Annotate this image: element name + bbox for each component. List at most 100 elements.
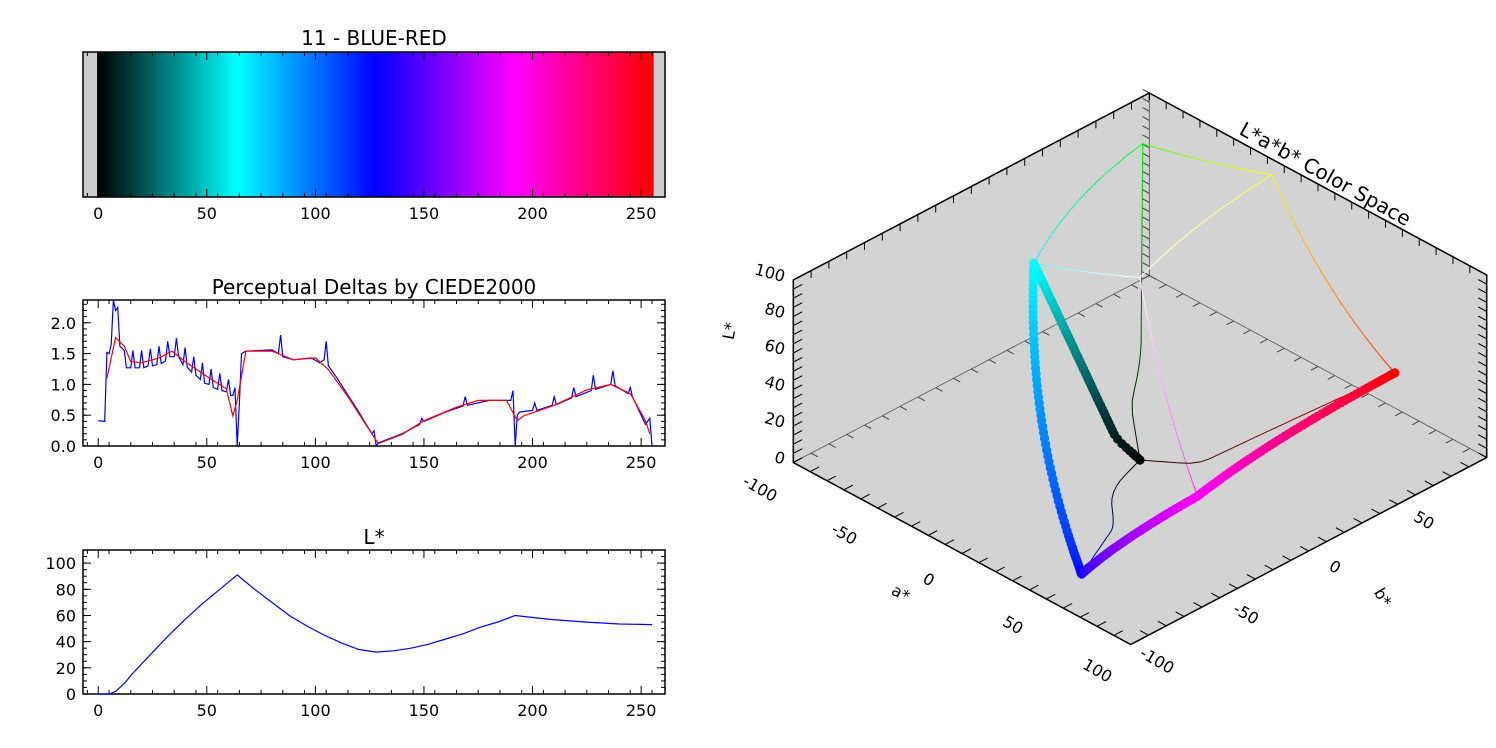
- colorbar-cell: [522, 52, 526, 197]
- L-tick-label: 60: [763, 335, 788, 359]
- gamut-edge-segment: [1094, 552, 1097, 555]
- colorbar-cell: [474, 52, 478, 197]
- colorbar-cell: [420, 52, 424, 197]
- gamut-edge-segment: [1171, 151, 1175, 154]
- gamut-edge-segment: [1181, 235, 1187, 240]
- lstar-ytick-label: 80: [56, 580, 76, 599]
- colorbar-cell: [140, 52, 144, 197]
- gamut-edge-segment: [1287, 209, 1292, 217]
- colorbar-cell: [259, 52, 263, 197]
- colorbar-cell: [216, 52, 220, 197]
- L-axis-tick: [793, 393, 803, 400]
- colorbar-xtick-label: 50: [197, 204, 217, 223]
- L-axis-tick: [1478, 452, 1487, 458]
- colorbar-cell: [144, 52, 148, 197]
- gamut-edge-segment: [1099, 545, 1102, 548]
- gamut-edge-segment: [1268, 427, 1276, 432]
- gamut-edge-segment: [1283, 202, 1288, 210]
- b-axis-tick: [1460, 461, 1470, 468]
- b-axis-tick: [1282, 555, 1292, 561]
- deltas-xtick-label: 100: [300, 453, 331, 472]
- L-axis-tick: [1478, 443, 1487, 449]
- gamut-edge-segment: [1280, 195, 1285, 203]
- colorbar-cell: [611, 52, 615, 197]
- colorbar-cell: [114, 52, 118, 197]
- colorbar-cell: [537, 52, 541, 197]
- deltas-xtick-label: 0: [93, 453, 103, 472]
- back-a-tick: [1260, 338, 1268, 344]
- gamut-edge-segment: [1103, 171, 1109, 176]
- L-axis-tick: [793, 357, 803, 363]
- colorbar-cell: [544, 52, 548, 197]
- gamut-edge-segment: [1168, 461, 1180, 464]
- a-axis-tick: [1046, 593, 1056, 600]
- gamut-edge-segment: [1339, 301, 1345, 309]
- gamut-edge-segment: [1096, 177, 1102, 182]
- colorbar-cell: [270, 52, 274, 197]
- gamut-edge-segment: [1320, 270, 1325, 278]
- colorbar-cell: [511, 52, 515, 197]
- gamut-edge-segment: [1214, 209, 1220, 214]
- colorbar-cell: [377, 52, 381, 197]
- gamut-edge-segment: [1301, 236, 1306, 244]
- b-axis-tick: [1246, 574, 1256, 580]
- colorbar-cell: [194, 52, 198, 197]
- colorbar-xtick-label: 0: [93, 204, 103, 223]
- gamut-edge-segment: [1181, 450, 1185, 457]
- colorbar-cell: [283, 52, 287, 197]
- colorbar-cell: [320, 52, 324, 197]
- colorbar-cell: [351, 52, 354, 197]
- gamut-edge-segment: [1323, 276, 1329, 284]
- colorbar-cell: [468, 52, 472, 197]
- L-axis-tick: [1478, 425, 1487, 431]
- a-axis-tick: [1062, 602, 1073, 609]
- b-axis-tick: [1139, 630, 1149, 636]
- gamut-edge-segment: [1082, 191, 1088, 196]
- colorbar-cell: [123, 52, 126, 197]
- colorbar-cell: [464, 52, 467, 197]
- colorbar-cell: [329, 52, 333, 197]
- colorbar-cell: [246, 52, 250, 197]
- colorbar-cell: [138, 52, 142, 197]
- b-axis-tick: [1300, 546, 1309, 552]
- colorbar-cell: [105, 52, 109, 197]
- gamut-edge-segment: [1079, 195, 1084, 200]
- a-axis-tick: [911, 521, 921, 527]
- colorbar-cell: [268, 52, 272, 197]
- colorbar-cell: [201, 52, 205, 197]
- gamut-edge-segment: [1201, 159, 1207, 162]
- deltas-frame: [82, 299, 666, 447]
- colorbar-cell: [418, 52, 422, 197]
- colorbar-cell: [403, 52, 407, 197]
- gamut-edge-segment: [1128, 151, 1133, 155]
- colorbar-cell: [335, 52, 339, 197]
- gamut-edge-segment: [1045, 238, 1050, 243]
- colorbar-cell: [509, 52, 513, 197]
- back-L-tick: [1142, 234, 1150, 240]
- colorbar-cell: [596, 52, 600, 197]
- L-axis-tick: [1478, 370, 1487, 376]
- gamut-edge-segment: [1210, 161, 1216, 164]
- colorbar-cell: [210, 52, 213, 197]
- gamut-edge-segment: [1261, 430, 1269, 435]
- gamut-edge-segment: [1111, 524, 1114, 528]
- colorbar-cell: [197, 52, 200, 197]
- back-a-tick: [1327, 375, 1336, 380]
- b-axis-tick: [1211, 592, 1220, 599]
- a-axis-tick: [978, 557, 989, 564]
- back-b-tick: [1042, 331, 1050, 336]
- gamut-edge-segment: [1137, 145, 1140, 148]
- L-axis-tick: [793, 302, 803, 308]
- gamut-edge-segment: [1161, 252, 1167, 257]
- colorbar-cell: [574, 52, 578, 197]
- gamut-edge-segment: [1194, 488, 1196, 491]
- back-b-tick: [882, 415, 890, 420]
- gamut-edge-segment: [1250, 170, 1256, 173]
- gamut-edge-segment: [1130, 465, 1135, 470]
- lstar-xtick-label: 50: [197, 701, 217, 720]
- colorbar-cell: [520, 52, 524, 197]
- colorbar-cell: [455, 52, 459, 197]
- colorbar-xtick-label: 200: [517, 204, 548, 223]
- gamut-edge-segment: [1290, 216, 1295, 224]
- colorbar-cell: [435, 52, 439, 197]
